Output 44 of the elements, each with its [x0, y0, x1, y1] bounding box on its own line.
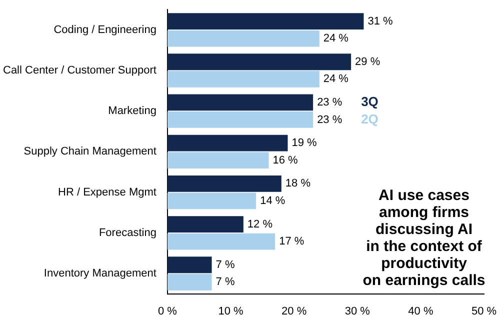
- data-label: 29 %: [355, 56, 380, 68]
- bar: [167, 216, 244, 232]
- bar: [167, 54, 352, 70]
- bar: [167, 94, 314, 111]
- data-label: 7 %: [216, 258, 235, 271]
- data-label: 16 %: [272, 154, 298, 166]
- y-tick-label: Marketing: [108, 105, 156, 118]
- bar: [167, 152, 269, 169]
- bar: [167, 70, 320, 88]
- x-tick-label: 10 %: [218, 305, 244, 318]
- data-label: 18 %: [285, 178, 311, 190]
- x-tick-label: 30 %: [344, 305, 370, 318]
- data-label: 23 %: [317, 96, 342, 109]
- bar: [167, 112, 314, 128]
- data-label: 31 %: [368, 15, 394, 28]
- data-label: 24 %: [323, 73, 349, 86]
- annotation: AI use cases among firms discussing AI in the context of productivity on earnings calls: [362, 186, 486, 289]
- y-tick-label: Coding / Engineering: [54, 24, 156, 36]
- series-label: 3Q: [361, 94, 378, 110]
- text: 2Q: [361, 111, 378, 126]
- bar: [167, 256, 212, 274]
- data-label: 23 %: [317, 114, 342, 126]
- data-label: 19 %: [292, 137, 318, 150]
- data-label: 7 %: [216, 276, 235, 288]
- y-tick-label: Forecasting: [98, 226, 156, 239]
- data-label: 24 %: [323, 32, 349, 45]
- y-tick-label: Supply Chain Management: [24, 146, 156, 158]
- data-label: 12 %: [247, 218, 273, 230]
- bar: [167, 192, 256, 210]
- bar: [167, 30, 320, 47]
- bar: [167, 175, 282, 192]
- bar: [167, 274, 212, 290]
- data-label: 14 %: [260, 194, 286, 207]
- x-tick-label: 40 %: [408, 305, 434, 318]
- y-tick-label: Call Center / Customer Support: [3, 64, 156, 77]
- x-tick-label: 50 %: [471, 305, 497, 318]
- bar: [167, 134, 288, 152]
- bar: [167, 13, 364, 30]
- y-tick-label: Inventory Management: [44, 268, 156, 280]
- bar: [167, 233, 276, 250]
- y-tick-label: HR / Expense Mgmt: [58, 186, 156, 198]
- x-tick-label: 20 %: [282, 305, 307, 318]
- data-label: 17 %: [279, 236, 304, 248]
- x-tick-label: 0 %: [158, 305, 178, 318]
